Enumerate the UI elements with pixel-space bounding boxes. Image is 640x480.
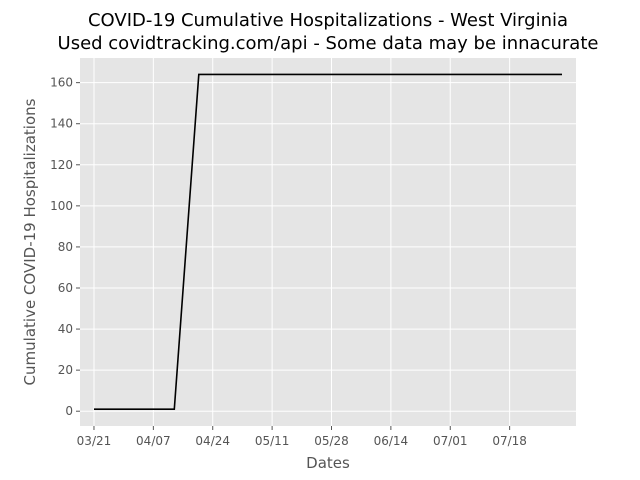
x-tick-label: 07/01 xyxy=(433,434,468,448)
y-tick-label: 20 xyxy=(58,363,73,377)
x-tick-label: 04/07 xyxy=(136,434,171,448)
x-tick-label: 05/28 xyxy=(314,434,349,448)
y-tick-label: 100 xyxy=(50,199,73,213)
x-axis-label: Dates xyxy=(306,454,350,472)
chart-title: COVID-19 Cumulative Hospitalizations - W… xyxy=(88,10,568,31)
x-tick-label: 06/14 xyxy=(374,434,409,448)
series-line-0 xyxy=(94,73,562,411)
grid-lines xyxy=(80,58,576,426)
x-axis-ticks: 03/21 04/07 04/24 05/11 05/28 06/14 07/01 07/18 xyxy=(77,426,527,448)
y-tick-label: 140 xyxy=(50,117,73,131)
y-tick-label: 0 xyxy=(65,404,73,418)
x-tick-label: 07/18 xyxy=(492,434,527,448)
x-tick-label: 03/21 xyxy=(77,434,112,448)
y-axis-ticks: 0 20 40 60 80 100 120 140 160 xyxy=(50,76,80,418)
chart-subtitle: Used covidtracking.com/api - Some data m… xyxy=(58,33,599,54)
plot-area xyxy=(80,58,576,426)
y-tick-label: 160 xyxy=(50,76,73,90)
y-axis-label: Cumulative COVID-19 Hospitalizations xyxy=(21,98,39,385)
x-tick-label: 04/24 xyxy=(195,434,230,448)
y-tick-label: 120 xyxy=(50,158,73,172)
y-tick-label: 80 xyxy=(58,240,73,254)
x-tick-label: 05/11 xyxy=(255,434,290,448)
y-tick-label: 60 xyxy=(58,281,73,295)
series-group xyxy=(94,73,562,411)
y-tick-label: 40 xyxy=(58,322,73,336)
